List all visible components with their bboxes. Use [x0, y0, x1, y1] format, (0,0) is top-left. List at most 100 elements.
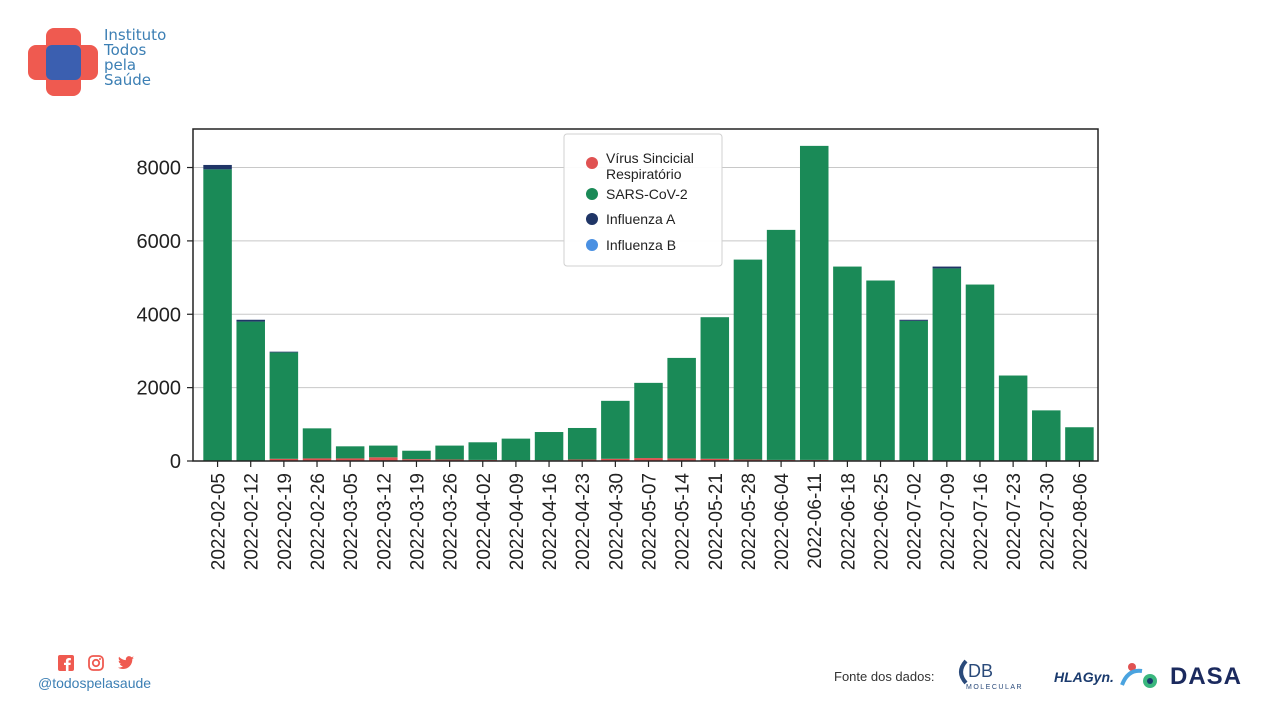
legend-label-line: Vírus Sincicial	[606, 150, 694, 166]
bar-segment-sars-cov-2	[733, 259, 763, 460]
legend-marker	[586, 188, 598, 200]
x-tick-label: 2022-07-02	[905, 473, 926, 570]
x-tick-label: 2022-02-19	[275, 473, 296, 570]
plot-frame	[192, 128, 1099, 462]
bar-segment-v-rus-sincicial-respirat-rio	[634, 458, 663, 461]
hlagyn-mark-icon	[1120, 663, 1157, 688]
x-tick-label: 2022-05-07	[640, 473, 661, 570]
bar-segment-sars-cov-2	[269, 352, 299, 459]
y-tick-label: 8000	[137, 158, 182, 180]
x-tick-label: 2022-04-23	[573, 473, 594, 570]
bar-segment-sars-cov-2	[932, 268, 962, 461]
x-tick-label: 2022-05-28	[739, 473, 760, 570]
x-tick-label: 2022-05-21	[706, 473, 727, 570]
bar-segment-sars-cov-2	[236, 321, 265, 461]
legend: Vírus Sincicial Respiratório SARS-CoV-2 Inf…	[563, 133, 723, 267]
cross-logo-icon	[28, 28, 98, 96]
bar-segment-sars-cov-2	[369, 445, 398, 458]
bar-segment-sars-cov-2	[667, 357, 696, 459]
x-tick-label: 2022-07-30	[1037, 473, 1058, 570]
bar-segment-v-rus-sincicial-respirat-rio	[369, 457, 398, 461]
axes-layer: 0 2000 4000 6000 8000 2022-02-05 2022-02-12 202…	[137, 128, 1099, 571]
bar-segment-v-rus-sincicial-respirat-rio	[302, 458, 332, 461]
x-tick-label: 2022-07-09	[938, 473, 959, 570]
legend-box	[563, 133, 723, 267]
institute-name-line: Todos	[104, 41, 147, 59]
x-tick-label: 2022-03-26	[441, 473, 462, 570]
bar-segment-influenza-a	[899, 319, 928, 321]
x-tick-label: 2022-04-02	[474, 473, 495, 570]
x-tick-label: 2022-05-14	[673, 473, 694, 571]
bar-segment-influenza-a	[269, 351, 299, 353]
bar-segment-v-rus-sincicial-respirat-rio	[335, 458, 365, 461]
x-tick-label: 2022-02-05	[209, 473, 230, 570]
institute-name-line: Instituto	[104, 26, 167, 44]
y-tick-label: 0	[170, 451, 181, 473]
bar-segment-influenza-a	[203, 164, 232, 170]
bar-segment-sars-cov-2	[302, 428, 332, 459]
bar-segment-v-rus-sincicial-respirat-rio	[601, 458, 630, 461]
x-tick-label: 2022-07-16	[971, 473, 992, 570]
y-tick-label: 4000	[137, 304, 182, 326]
bar-segment-sars-cov-2	[799, 145, 829, 460]
dasa-logo: DASA	[1170, 663, 1243, 690]
bar-segment-influenza-a	[932, 266, 962, 269]
x-tick-label: 2022-08-06	[1070, 473, 1091, 570]
legend-label: Vírus Sincicial Respiratório	[606, 150, 694, 182]
x-tick-label: 2022-06-04	[772, 473, 793, 571]
bar-segment-sars-cov-2	[833, 266, 862, 461]
instagram-icon[interactable]	[88, 655, 104, 671]
source-label: Fonte dos dados:	[834, 669, 935, 684]
x-tick-label: 2022-06-11	[805, 473, 826, 569]
bar-segment-v-rus-sincicial-respirat-rio	[269, 458, 299, 461]
bar-segment-sars-cov-2	[998, 375, 1028, 461]
bar-segment-sars-cov-2	[965, 284, 995, 461]
bar-segment-sars-cov-2	[766, 229, 796, 460]
bars-layer	[203, 145, 1094, 462]
x-tick-label: 2022-06-18	[838, 473, 859, 570]
db-mark-icon	[959, 659, 968, 685]
data-sources: Fonte dos dados: DB MOLECULAR HLAGyn. DA…	[834, 657, 1254, 697]
db-logo-text: DB	[968, 661, 994, 681]
x-tick-label: 2022-02-26	[308, 473, 329, 570]
bar-segment-sars-cov-2	[1032, 410, 1061, 461]
bar-segment-sars-cov-2	[866, 280, 895, 461]
institute-name-line: pela	[104, 56, 137, 74]
bar-segment-v-rus-sincicial-respirat-rio	[402, 459, 431, 461]
legend-label-line: Respiratório	[606, 166, 682, 182]
bar-segment-sars-cov-2	[700, 317, 730, 459]
x-tick-label: 2022-04-16	[540, 473, 561, 570]
bar-segment-sars-cov-2	[601, 400, 630, 459]
x-tick-label: 2022-07-23	[1004, 473, 1025, 570]
institute-name: Instituto Todos pela Saúde	[104, 28, 166, 88]
hlagyn-logo-text: HLAGyn.	[1054, 669, 1114, 685]
bar-segment-sars-cov-2	[203, 169, 232, 462]
legend-marker	[586, 213, 598, 225]
x-tick-label: 2022-06-25	[872, 473, 893, 570]
legend-label: SARS-CoV-2	[606, 186, 688, 202]
y-tick-label: 2000	[137, 378, 182, 400]
db-logo-subtext: MOLECULAR	[966, 684, 1024, 691]
x-tick-label: 2022-04-09	[507, 473, 528, 570]
x-tick-label: 2022-02-12	[242, 473, 263, 570]
social-footer: @todospelasaude	[38, 655, 151, 691]
twitter-icon[interactable]	[118, 656, 134, 670]
institute-name-line: Saúde	[104, 71, 151, 89]
bar-segment-sars-cov-2	[567, 427, 597, 460]
facebook-icon[interactable]	[58, 655, 74, 671]
legend-label: Influenza B	[606, 237, 676, 253]
bar-segment-sars-cov-2	[534, 432, 564, 461]
bar-segment-sars-cov-2	[468, 442, 498, 460]
bar-segment-sars-cov-2	[1065, 427, 1094, 461]
bar-segment-sars-cov-2	[402, 450, 431, 460]
x-tick-label: 2022-04-30	[606, 473, 627, 570]
x-tick-label: 2022-03-19	[407, 473, 428, 570]
bar-segment-sars-cov-2	[435, 445, 464, 460]
bar-segment-influenza-a	[236, 319, 265, 322]
legend-marker	[586, 239, 598, 251]
bar-segment-sars-cov-2	[634, 382, 663, 459]
x-tick-label: 2022-03-12	[374, 473, 395, 570]
institute-logo: Instituto Todos pela Saúde	[28, 28, 188, 100]
social-handle[interactable]: @todospelasaude	[38, 675, 152, 691]
bar-segment-sars-cov-2	[501, 438, 531, 461]
